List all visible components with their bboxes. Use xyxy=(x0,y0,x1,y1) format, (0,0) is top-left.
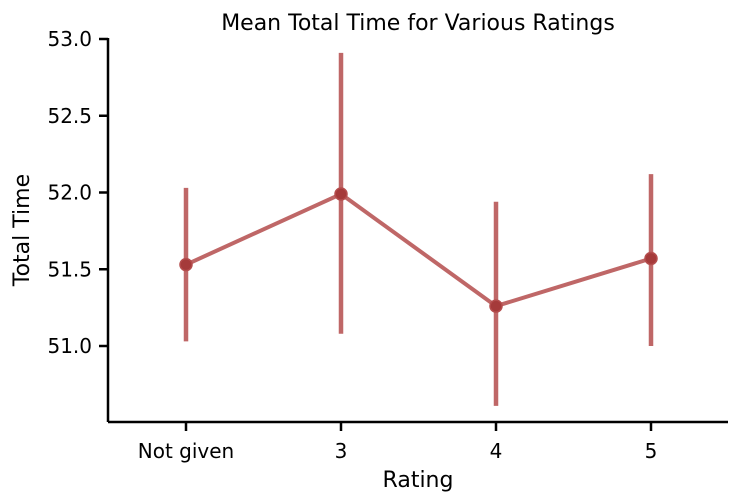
data-point xyxy=(489,299,503,313)
y-axis-title: Total Time xyxy=(10,174,35,287)
x-tick-label: Not given xyxy=(138,439,234,463)
x-tick-label: 4 xyxy=(490,439,503,463)
chart-title: Mean Total Time for Various Ratings xyxy=(221,11,615,36)
y-tick-label: 53.0 xyxy=(47,27,92,51)
plot-area xyxy=(179,52,658,406)
series-line xyxy=(185,192,652,309)
y-tick-label: 51.5 xyxy=(47,257,92,281)
y-tick-label: 52.0 xyxy=(47,181,92,205)
data-point xyxy=(334,187,348,201)
y-tick-label: 52.5 xyxy=(47,104,92,128)
y-tick-label: 51.0 xyxy=(47,334,92,358)
x-axis-title: Rating xyxy=(383,468,454,493)
data-point xyxy=(644,251,658,266)
y-axis-ticks: 51.0 51.5 52.0 52.5 53.0 xyxy=(47,27,108,358)
data-point xyxy=(179,257,193,272)
x-tick-label: 5 xyxy=(645,439,658,463)
x-tick-label: 3 xyxy=(335,439,348,463)
x-axis-ticks: Not given 3 4 5 xyxy=(138,422,658,463)
